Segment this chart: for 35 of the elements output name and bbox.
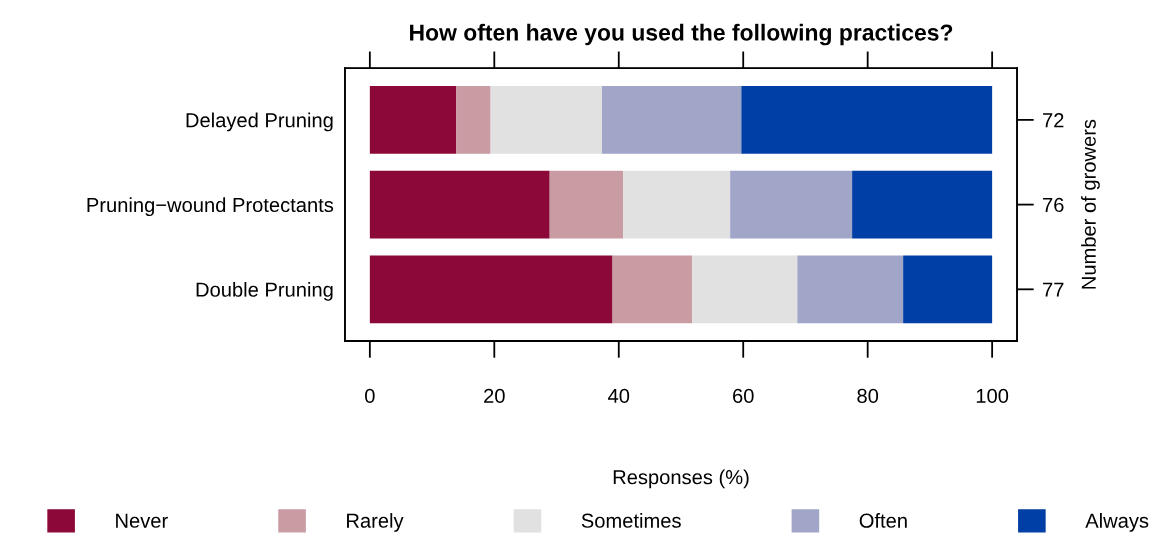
bar [741,85,993,154]
x-tick-label: 20 [484,388,505,404]
bar [903,255,993,324]
bar [369,170,550,239]
bar [612,255,693,324]
bar [456,85,491,154]
y-tick-label: Delayed Pruning [186,112,333,132]
x-tick-label: 60 [733,388,754,404]
bar [730,170,853,239]
bar [490,85,602,154]
bar [369,85,457,154]
legend-label: Sometimes [581,513,681,528]
x-tick-label: 40 [608,388,630,404]
bar [369,255,613,324]
x-tick-label: 0 [365,388,375,404]
y2-axis-title: Number of growers [1081,119,1100,289]
y2-tick-label: 72 [1043,113,1064,128]
y2-tick-label: 77 [1043,282,1064,297]
y2-tick-label: 76 [1043,197,1064,213]
y-tick-label: Double Pruning [196,282,333,301]
bar [549,170,624,239]
bar [797,255,904,324]
chart-title: How often have you used the following practices? [410,23,953,46]
x-tick-label: 80 [857,388,879,404]
x-axis-title: Responses (%) [613,469,749,489]
legend-label: Never [116,513,168,528]
legend-label: Always [1085,513,1149,532]
bar [692,255,798,324]
y-tick-label: Pruning−wound Protectants [87,197,334,217]
bar [852,170,993,239]
legend-label: Rarely [347,513,404,532]
x-tick-label: 100 [976,388,1009,404]
bar [623,170,731,239]
legend-label: Often [859,513,907,528]
bar [601,85,742,154]
